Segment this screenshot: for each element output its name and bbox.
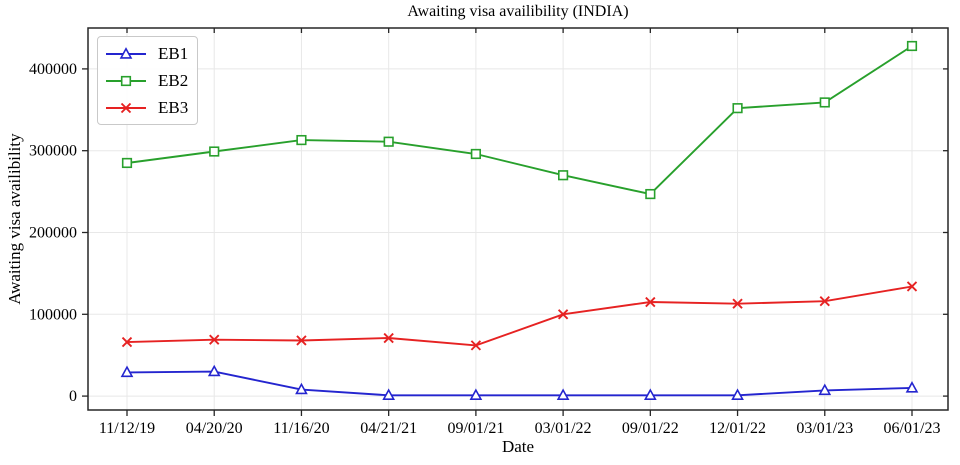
eb3-series [121,281,918,351]
chart-title: Awaiting visa availibility (INDIA) [407,3,629,20]
legend-item-eb1: EB1 [105,41,188,66]
y-tick-label: 300000 [29,143,77,160]
legend-label-eb1: EB1 [158,44,189,63]
plot-border [87,27,949,411]
eb1-series [120,364,919,400]
eb1-line [126,370,913,397]
x-tick-label: 03/01/23 [796,420,853,437]
legend-item-eb2: EB2 [105,68,188,93]
x-tick-label: 12/01/22 [709,420,766,437]
eb3-line-marker-icon [106,102,146,113]
x-tick-label: 09/01/22 [622,420,679,437]
y-tick-label: 100000 [29,306,77,323]
legend-item-eb3: EB3 [105,95,188,120]
x-tick-label: 11/16/20 [273,420,329,437]
y-tick-label: 0 [69,388,77,405]
eb3-line [126,285,913,347]
y-tick-label: 200000 [29,224,77,241]
legend-label-eb2: EB2 [158,71,189,90]
x-tick-label: 04/20/20 [186,420,243,437]
eb2-series [121,40,918,200]
tick-labels: 0 100000 200000 300000 400000 11/12/19 04/20/2… [29,61,940,437]
x-tick-label: 03/01/22 [535,420,592,437]
axis-ticks [82,28,948,416]
x-tick-label: 06/01/23 [884,420,941,437]
x-tick-label: 04/21/21 [360,420,417,437]
gridlines [88,28,948,410]
legend-label-eb3: EB3 [158,98,189,117]
eb1-line-marker-icon [106,46,146,59]
eb2-line-marker-icon [106,75,146,86]
x-tick-label: 11/12/19 [99,420,155,437]
x-tick-label: 09/01/21 [447,420,504,437]
eb2-line [126,45,913,196]
x-axis-label: Date [501,437,535,456]
y-tick-label: 400000 [29,61,77,78]
legend: EB1 EB2 EB3 [97,36,199,125]
